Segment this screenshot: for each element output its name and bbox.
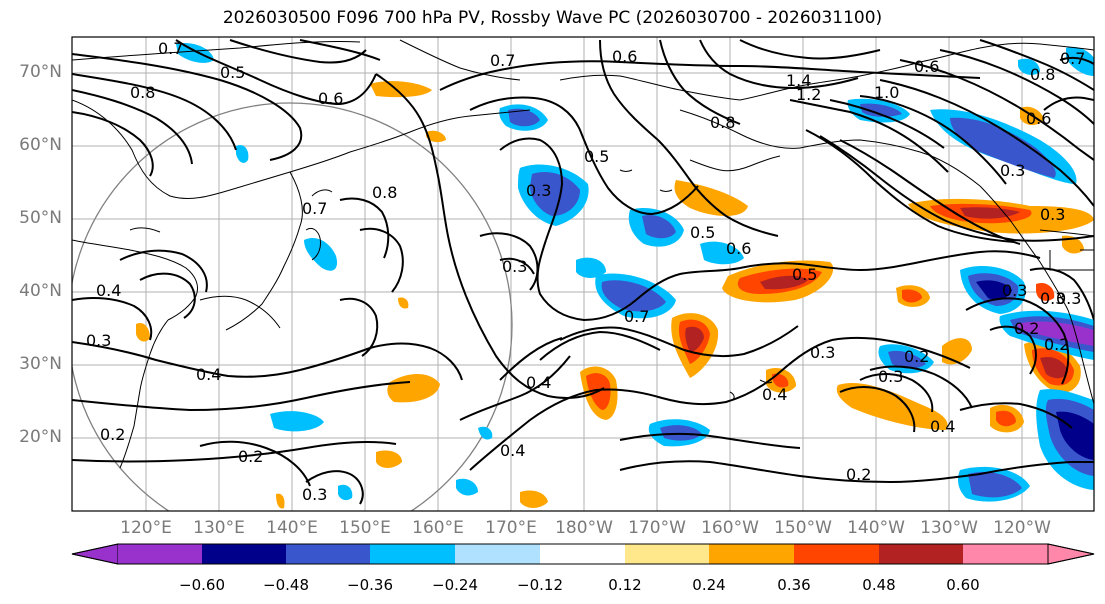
contour-label: 0.6 — [726, 239, 751, 258]
contour-label: 0.4 — [196, 365, 221, 384]
gridlines — [72, 37, 1094, 511]
lon-label: 170°W — [628, 518, 686, 538]
contour-label: 1.4 — [786, 71, 811, 90]
contour-label: 0.8 — [1030, 65, 1055, 84]
colorbar-tick: 0.60 — [946, 576, 980, 594]
contour-label: 0.7 — [158, 39, 183, 58]
lon-label: 160°E — [412, 518, 464, 538]
contour-label: 0.2 — [100, 425, 125, 444]
colorbar-segment — [118, 544, 202, 564]
plot-frame — [71, 36, 1095, 512]
lat-label: 30°N — [19, 354, 62, 374]
contour-label: 1.0 — [874, 83, 899, 102]
contour-label: 0.3 — [1040, 289, 1065, 308]
contour-label: 0.8 — [130, 83, 155, 102]
colorbar-segment — [794, 544, 879, 564]
contour-label: 0.2 — [1014, 319, 1039, 338]
contour-labels: 0.7 0.8 0.5 0.6 0.7 1.4 1.2 1.0 0.6 0.8 … — [86, 39, 1085, 504]
contour-label: 0.5 — [690, 223, 715, 242]
colorbar-tick: −0.12 — [517, 576, 563, 594]
reference-circle — [72, 102, 513, 511]
lon-label: 130°W — [920, 518, 978, 538]
contour-label: 0.4 — [96, 281, 121, 300]
contour-label: 0.6 — [1026, 109, 1051, 128]
contour-label: 0.7 — [490, 51, 515, 70]
contour-label: 0.3 — [526, 181, 551, 200]
colorbar-segment — [879, 544, 963, 564]
contour-label: 0.6 — [612, 47, 637, 66]
colorbar-segment — [370, 544, 455, 564]
contour-label: 0.3 — [1000, 161, 1025, 180]
pv-contours — [72, 39, 1094, 505]
contour-label: 0.3 — [1002, 281, 1027, 300]
contour-label: 0.5 — [792, 265, 817, 284]
contour-label: 0.3 — [1056, 289, 1081, 308]
contour-label: 0.6 — [914, 57, 939, 76]
contour-label: 0.8 — [710, 113, 735, 132]
colorbar-tick: −0.60 — [179, 576, 225, 594]
lon-label: 170°E — [485, 518, 537, 538]
contour-label: 0.3 — [502, 257, 527, 276]
pv-anomaly-shading — [136, 42, 1094, 509]
map-title: 2026030500 F096 700 hPa PV, Rossby Wave … — [222, 8, 883, 28]
contour-label: 0.2 — [904, 347, 929, 366]
colorbar-tick: −0.36 — [347, 576, 393, 594]
lon-label: 140°E — [266, 518, 318, 538]
lon-label: 150°W — [774, 518, 832, 538]
contour-label: 0.3 — [878, 367, 903, 386]
lon-label: 140°W — [847, 518, 905, 538]
colorbar-segment — [540, 544, 625, 564]
lat-label: 40°N — [19, 281, 62, 301]
contour-label: 0.5 — [220, 63, 245, 82]
colorbar — [71, 543, 1095, 565]
contour-label: 0.2 — [238, 447, 263, 466]
contour-label: 0.4 — [762, 385, 787, 404]
colorbar-tick: 0.36 — [777, 576, 811, 594]
contour-label: 0.5 — [584, 147, 609, 166]
colorbar-segment — [286, 544, 370, 564]
colorbar-extend-high — [1047, 543, 1095, 565]
lon-label: 160°W — [701, 518, 759, 538]
contour-label: 0.6 — [318, 89, 343, 108]
lat-label: 60°N — [19, 135, 62, 155]
contour-label: 0.7 — [302, 199, 327, 218]
lat-label: 20°N — [19, 427, 62, 447]
colorbar-segment — [455, 544, 540, 564]
colorbar-tick: 0.48 — [862, 576, 896, 594]
colorbar-tick: 0.12 — [608, 576, 642, 594]
lon-label: 130°E — [193, 518, 245, 538]
lat-label: 50°N — [19, 208, 62, 228]
lat-label: 70°N — [19, 62, 62, 82]
lon-label: 120°E — [120, 518, 172, 538]
lon-label: 120°W — [993, 518, 1051, 538]
colorbar-segment — [963, 544, 1048, 564]
contour-label: 0.4 — [526, 373, 551, 392]
contour-label: 0.4 — [930, 417, 955, 436]
colorbar-tick: −0.48 — [263, 576, 309, 594]
colorbar-tick: −0.24 — [432, 576, 478, 594]
contour-label: 0.2 — [1044, 335, 1069, 354]
colorbar-extend-low — [71, 543, 119, 565]
lon-label: 180°W — [555, 518, 613, 538]
contour-label: 0.3 — [810, 343, 835, 362]
contour-label: 1.2 — [796, 85, 821, 104]
contour-label: 0.7 — [624, 307, 649, 326]
coastlines — [72, 39, 1094, 469]
colorbar-segment — [625, 544, 709, 564]
contour-label: 0.2 — [846, 465, 871, 484]
colorbar-segment — [709, 544, 794, 564]
contour-label: 0.3 — [86, 331, 111, 350]
contour-label: 0.3 — [302, 485, 327, 504]
colorbar-segment — [202, 544, 286, 564]
lon-label: 150°E — [339, 518, 391, 538]
colorbar-tick: 0.24 — [692, 576, 726, 594]
contour-label: 0.8 — [372, 183, 397, 202]
contour-label: 0.7 — [1060, 49, 1085, 68]
contour-label: 0.4 — [500, 441, 525, 460]
contour-label: 0.3 — [1040, 205, 1065, 224]
